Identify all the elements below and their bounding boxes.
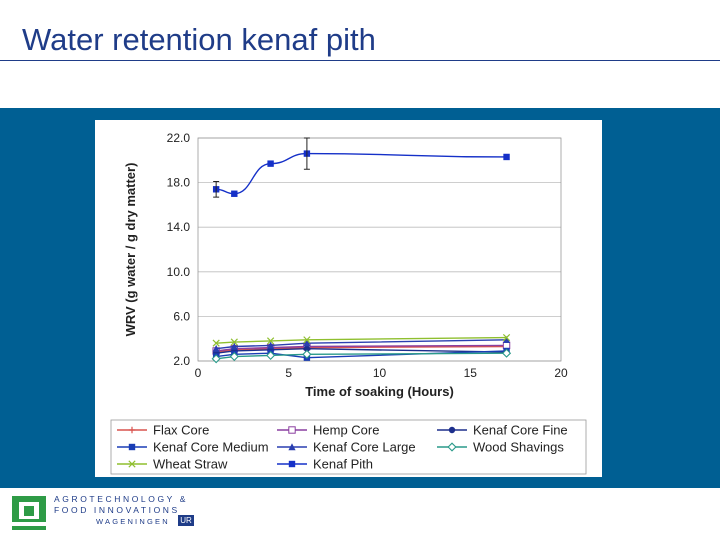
- data-point-wood-shavings: [266, 350, 276, 361]
- legend-marker-kenaf-core-large: [288, 443, 296, 451]
- data-point-kenaf-pith: [503, 153, 510, 161]
- data-point-kenaf-core-large: [230, 342, 238, 350]
- x-axis-title: Time of soaking (Hours): [305, 384, 454, 399]
- slide-title: Water retention kenaf pith: [22, 22, 376, 57]
- data-point-wood-shavings: [211, 354, 221, 364]
- data-point-wood-shavings: [229, 351, 239, 362]
- water-retention-chart: 22.0 18.0 14.0 10.0 6.0 2.0 0 5 10 15 20 Time of so…: [110, 131, 587, 475]
- legend-marker-wood-shavings: [447, 442, 457, 452]
- axes: 22.0 18.0 14.0 10.0 6.0 2.0 0 5 10 15 20 Time of so…: [123, 131, 568, 399]
- logo-emblem-icon: [12, 496, 46, 530]
- grid-lines: [198, 137, 561, 362]
- legend-marker-kenaf-core-fine: [448, 426, 456, 434]
- data-point-kenaf-core-large: [212, 344, 220, 352]
- title-divider: [0, 60, 720, 61]
- legend-label-wood-shavings: Wood Shavings: [473, 440, 564, 455]
- x-tick-label: 15: [464, 366, 478, 380]
- series-line-kenaf-pith: [216, 152, 507, 195]
- x-tick-label: 0: [195, 366, 202, 380]
- legend: Flax Core Hemp Core Kenaf Core Fine Kenaf C…: [110, 419, 587, 475]
- legend-label-kenaf-core-large: Kenaf Core Large: [313, 440, 416, 455]
- data-point-wood-shavings: [501, 348, 512, 358]
- legend-marker-kenaf-pith: [288, 460, 296, 468]
- logo-ur-badge: UR: [178, 515, 194, 526]
- x-tick-label: 20: [554, 366, 568, 380]
- x-tick-label: 5: [285, 366, 292, 380]
- error-bar: [303, 137, 310, 170]
- legend-marker-wheat-straw: [128, 460, 136, 468]
- legend-marker-kenaf-core-medium: [128, 443, 136, 451]
- data-point-wheat-straw: [266, 337, 275, 345]
- legend-label-flax-core: Flax Core: [153, 423, 209, 438]
- data-point-kenaf-core-large: [502, 336, 511, 344]
- y-tick-label: 6.0: [173, 309, 190, 323]
- legend-label-kenaf-pith: Kenaf Pith: [313, 457, 373, 472]
- y-axis-title: WRV (g water / g dry matter): [123, 163, 138, 337]
- x-tick-label: 10: [373, 366, 387, 380]
- data-point-kenaf-core-large: [303, 339, 311, 347]
- legend-marker-flax-core: [128, 426, 136, 434]
- data-point-wheat-straw: [212, 339, 220, 347]
- data-point-wheat-straw: [303, 336, 311, 344]
- data-point-kenaf-pith: [231, 190, 238, 197]
- legend-label-kenaf-core-fine: Kenaf Core Fine: [473, 423, 568, 438]
- logo-line-2: FOOD INNOVATIONS: [54, 505, 180, 515]
- error-bar: [213, 180, 220, 198]
- y-tick-label: 18.0: [167, 176, 191, 190]
- legend-box: [110, 419, 587, 475]
- plot-border: [197, 137, 562, 362]
- y-tick-label: 2.0: [173, 354, 190, 368]
- data-point-kenaf-core-fine: [303, 345, 311, 352]
- data-point-wheat-straw: [230, 338, 238, 346]
- error-bars: [213, 137, 310, 198]
- y-tick-label: 14.0: [167, 220, 191, 234]
- agrotechnology-logo: AGROTECHNOLOGY & FOOD INNOVATIONS WAGENI…: [10, 494, 210, 534]
- legend-marker-hemp-core: [288, 426, 296, 434]
- data-point-kenaf-core-large: [267, 341, 275, 349]
- data-point-kenaf-pith: [267, 160, 274, 167]
- data-point-hemp-core: [502, 341, 511, 350]
- data-point-wheat-straw: [502, 333, 511, 342]
- legend-label-wheat-straw: Wheat Straw: [153, 457, 228, 472]
- logo-line-1: AGROTECHNOLOGY &: [54, 494, 189, 504]
- data-point-wood-shavings: [302, 349, 312, 359]
- logo-line-3: WAGENINGEN: [96, 517, 170, 526]
- legend-label-hemp-core: Hemp Core: [313, 423, 379, 438]
- y-tick-label: 10.0: [167, 265, 191, 279]
- y-tick-label: 22.0: [167, 131, 191, 145]
- chart-panel: 22.0 18.0 14.0 10.0 6.0 2.0 0 5 10 15 20 Time of so…: [95, 120, 602, 477]
- legend-label-kenaf-core-medium: Kenaf Core Medium: [153, 440, 269, 455]
